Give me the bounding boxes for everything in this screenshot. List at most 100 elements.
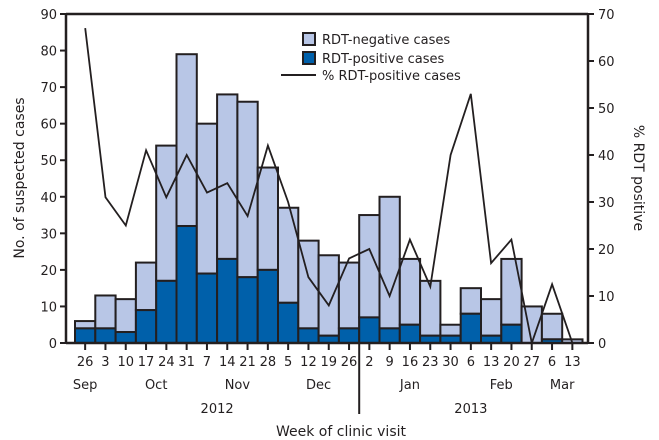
bar-negative bbox=[94, 294, 117, 330]
bar-positive bbox=[236, 276, 259, 345]
y-tick-label: 80 bbox=[40, 45, 57, 60]
x-tick-label: 23 bbox=[422, 355, 439, 370]
bar-positive bbox=[256, 268, 280, 344]
bar-positive bbox=[337, 327, 361, 344]
y-tick-label: 70 bbox=[40, 81, 57, 96]
y-tick-label: 20 bbox=[40, 264, 57, 279]
bar-negative bbox=[155, 144, 178, 282]
y-tick-label: 50 bbox=[40, 154, 57, 169]
bar-negative bbox=[378, 195, 401, 330]
bar-positive bbox=[297, 327, 320, 344]
y2-tick-label: 0 bbox=[598, 337, 606, 352]
x-tick-label: 19 bbox=[320, 355, 337, 370]
x-tick-label: 10 bbox=[117, 355, 134, 370]
bar-positive bbox=[378, 327, 401, 344]
y-tick-label: 10 bbox=[40, 300, 57, 315]
legend-label-line: % RDT-positive cases bbox=[322, 69, 461, 84]
x-tick-label: 21 bbox=[239, 355, 256, 370]
bar-negative bbox=[540, 312, 564, 341]
bars-group bbox=[74, 53, 584, 345]
x-tick-label: 6 bbox=[467, 355, 475, 370]
bar-positive bbox=[114, 331, 137, 344]
bar-negative bbox=[439, 323, 462, 337]
x-tick-label: 27 bbox=[523, 355, 540, 370]
month-label: Feb bbox=[490, 378, 513, 393]
x-tick-label: 5 bbox=[284, 355, 292, 370]
x-tick-label: 14 bbox=[219, 355, 236, 370]
bar-negative bbox=[398, 257, 422, 326]
legend-swatch-negative bbox=[302, 32, 316, 46]
month-label: Sep bbox=[73, 378, 98, 393]
bar-positive bbox=[277, 301, 300, 344]
y-tick-label: 30 bbox=[40, 227, 57, 242]
y2-tick-label: 50 bbox=[598, 102, 615, 117]
x-tick-label: 31 bbox=[178, 355, 195, 370]
x-tick-label: 13 bbox=[564, 355, 581, 370]
month-label: Nov bbox=[225, 378, 251, 393]
y-tick-label: 60 bbox=[40, 118, 57, 133]
y-tick-label: 0 bbox=[49, 337, 57, 352]
bar-negative bbox=[500, 257, 523, 326]
bar-negative bbox=[114, 298, 137, 334]
bar-positive bbox=[398, 323, 422, 345]
bar-negative bbox=[459, 287, 483, 315]
legend-label-positive: RDT-positive cases bbox=[322, 52, 444, 67]
y2-axis-title: % RDT positive bbox=[630, 125, 646, 231]
y2-tick-label: 30 bbox=[598, 196, 615, 211]
legend-label-negative: RDT-negative cases bbox=[322, 33, 450, 48]
bar-positive bbox=[358, 316, 381, 344]
bar-positive bbox=[155, 279, 178, 345]
x-tick-label: 7 bbox=[203, 355, 211, 370]
year-label: 2013 bbox=[454, 402, 487, 417]
x-tick-label: 30 bbox=[442, 355, 459, 370]
x-tick-label: 12 bbox=[300, 355, 317, 370]
x-tick-label: 20 bbox=[503, 355, 520, 370]
x-axis-title: Week of clinic visit bbox=[276, 424, 406, 440]
bar-positive bbox=[74, 327, 97, 344]
bar-negative bbox=[480, 298, 503, 337]
x-tick-label: 16 bbox=[402, 355, 419, 370]
x-tick-label: 28 bbox=[260, 355, 277, 370]
bar-negative bbox=[175, 53, 198, 228]
legend-swatch-positive bbox=[302, 51, 316, 65]
bar-positive bbox=[459, 312, 483, 344]
bar-positive bbox=[216, 257, 239, 344]
bar-negative bbox=[419, 279, 442, 337]
bar-positive bbox=[94, 327, 117, 344]
bar-negative bbox=[74, 320, 97, 330]
x-tick-label: 2 bbox=[365, 355, 373, 370]
y2-tick-label: 20 bbox=[598, 243, 615, 258]
y2-tick-label: 60 bbox=[598, 55, 615, 70]
x-tick-label: 3 bbox=[101, 355, 109, 370]
year-label: 2012 bbox=[201, 402, 234, 417]
bar-negative bbox=[337, 261, 361, 330]
y2-tick-label: 70 bbox=[598, 8, 615, 23]
x-tick-label: 13 bbox=[483, 355, 500, 370]
bar-negative bbox=[277, 206, 300, 304]
y-tick-label: 40 bbox=[40, 191, 57, 206]
y-tick-label: 90 bbox=[40, 8, 57, 23]
month-label: Dec bbox=[306, 378, 331, 393]
bar-negative bbox=[256, 166, 280, 271]
month-label: Oct bbox=[145, 378, 167, 393]
y2-tick-label: 40 bbox=[598, 149, 615, 164]
x-tick-label: 9 bbox=[386, 355, 394, 370]
line-group bbox=[84, 27, 574, 347]
y-axis-title: No. of suspected cases bbox=[12, 97, 28, 258]
y2-tick-label: 10 bbox=[598, 290, 615, 305]
bar-positive bbox=[134, 309, 158, 345]
bar-negative bbox=[134, 261, 158, 312]
month-label: Mar bbox=[550, 378, 575, 393]
bar-negative bbox=[216, 93, 239, 260]
month-label: Jan bbox=[399, 378, 420, 393]
x-tick-label: 6 bbox=[548, 355, 556, 370]
x-tick-label: 26 bbox=[77, 355, 94, 370]
bar-positive bbox=[195, 272, 219, 344]
bar-positive bbox=[500, 323, 523, 345]
x-tick-label: 24 bbox=[158, 355, 175, 370]
x-tick-label: 26 bbox=[341, 355, 358, 370]
bar-negative bbox=[195, 122, 219, 275]
bar-positive bbox=[175, 225, 198, 344]
